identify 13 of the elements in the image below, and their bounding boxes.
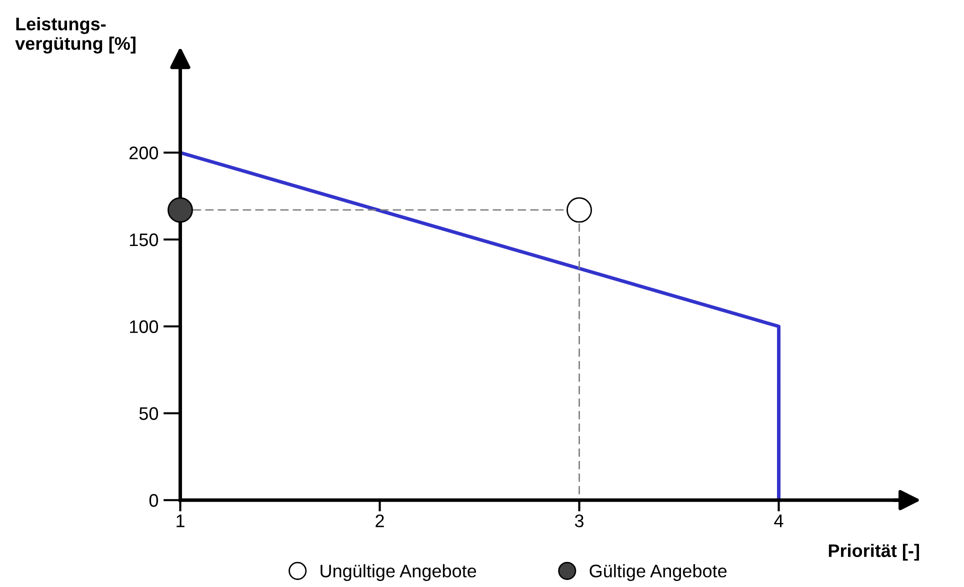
y-tick-label: 200 xyxy=(130,146,158,160)
x-tick-label: 2 xyxy=(376,514,384,528)
y-tick-label: 150 xyxy=(130,233,158,246)
x-tick-label: 1 xyxy=(176,514,184,528)
x-tick-label: 4 xyxy=(774,514,784,528)
y-axis-title: Leistungs- vergütung [%] xyxy=(15,17,136,54)
y-tick-label: 0 xyxy=(149,494,158,507)
x-axis-title: Priorität [-] xyxy=(828,544,919,561)
x-tick-label: 3 xyxy=(574,514,584,528)
legend-label: Ungültige Angebote xyxy=(320,564,476,581)
y-tick-label: 50 xyxy=(139,407,158,420)
legend-label: Gültige Angebote xyxy=(590,564,727,581)
y-tick-label: 100 xyxy=(130,320,158,334)
